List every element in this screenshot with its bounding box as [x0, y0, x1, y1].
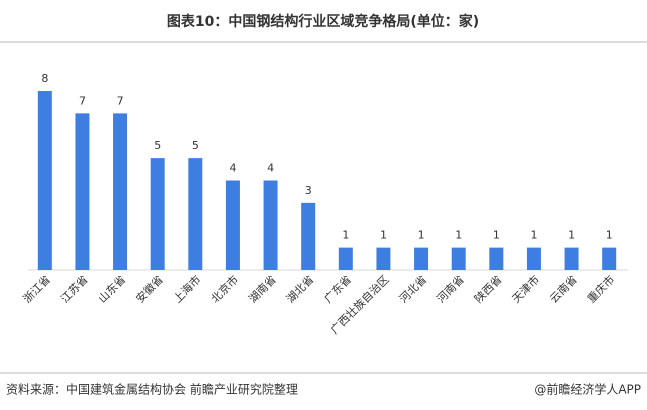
data-label: 1	[418, 229, 425, 242]
data-label: 7	[79, 94, 86, 107]
bar	[301, 202, 316, 270]
data-label: 7	[117, 94, 124, 107]
data-label: 1	[342, 229, 349, 242]
data-label: 1	[455, 229, 462, 242]
bar	[75, 113, 90, 270]
credit: @前瞻经济学人APP	[534, 382, 641, 397]
data-label: 1	[568, 229, 575, 242]
chart-title: 图表10：中国钢结构行业区域竞争格局(单位：家)	[167, 13, 479, 30]
bar	[564, 247, 579, 270]
bar	[188, 158, 203, 270]
data-label: 4	[229, 162, 236, 175]
bar	[451, 247, 466, 270]
data-label: 1	[530, 229, 537, 242]
bar	[225, 180, 240, 270]
bar	[263, 180, 278, 270]
data-label: 1	[380, 229, 387, 242]
bar	[602, 247, 617, 270]
bar	[526, 247, 541, 270]
bar	[338, 247, 353, 270]
bar	[150, 158, 165, 270]
data-label: 8	[41, 72, 48, 85]
data-label: 4	[267, 162, 274, 175]
source-note: 资料来源：中国建筑金属结构协会 前瞻产业研究院整理	[6, 382, 298, 397]
bar	[113, 113, 128, 270]
data-label: 1	[493, 229, 500, 242]
bar	[376, 247, 391, 270]
data-label: 3	[305, 184, 312, 197]
data-label: 5	[192, 139, 199, 152]
bar	[414, 247, 429, 270]
bar	[37, 91, 52, 270]
data-label: 5	[154, 139, 161, 152]
bar	[489, 247, 504, 270]
data-label: 1	[606, 229, 613, 242]
